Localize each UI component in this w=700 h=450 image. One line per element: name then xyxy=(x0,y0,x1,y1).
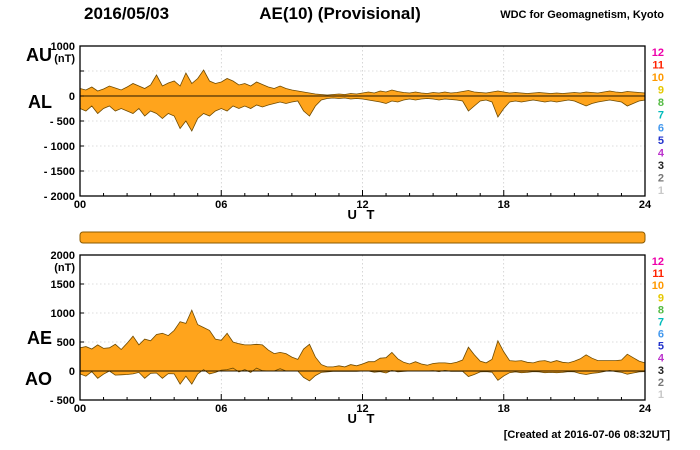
y-tick-label: - 1000 xyxy=(44,141,75,153)
x-tick-label: 00 xyxy=(74,199,86,211)
y-tick-label: 1500 xyxy=(51,279,75,291)
station-count-legend-10: 10 xyxy=(652,280,664,292)
y-tick-label: 0 xyxy=(69,366,75,378)
created-timestamp: [Created at 2016-07-06 08:32UT] xyxy=(503,429,670,441)
station-count-legend-12: 12 xyxy=(652,256,664,268)
station-count-legend-8: 8 xyxy=(658,97,664,109)
station-count-legend-5: 5 xyxy=(658,341,664,353)
al-axis-label: AL xyxy=(28,92,52,112)
x-axis-label-bottom: U T xyxy=(347,411,378,426)
x-tick-label: 00 xyxy=(74,403,86,415)
station-count-legend-12: 12 xyxy=(652,47,664,59)
y-tick-label: - 500 xyxy=(50,116,75,128)
axis-unit-label: (nT) xyxy=(54,53,75,65)
x-axis-label-top: U T xyxy=(347,207,378,222)
x-tick-label: 18 xyxy=(498,199,510,211)
station-count-legend-3: 3 xyxy=(658,365,664,377)
station-count-legend-3: 3 xyxy=(658,160,664,172)
y-tick-label: 2000 xyxy=(51,250,75,262)
station-count-legend-4: 4 xyxy=(658,353,665,365)
y-tick-label: - 500 xyxy=(50,395,75,407)
date-label: 2016/05/03 xyxy=(84,4,170,23)
y-tick-label: 1000 xyxy=(51,308,75,320)
station-count-legend-1: 1 xyxy=(658,389,664,401)
station-count-legend-11: 11 xyxy=(652,60,664,72)
source-label: WDC for Geomagnetism, Kyoto xyxy=(500,9,664,21)
x-tick-label: 18 xyxy=(498,403,510,415)
x-tick-label: 24 xyxy=(639,199,652,211)
y-tick-label: 500 xyxy=(57,337,75,349)
station-count-legend-2: 2 xyxy=(658,377,664,389)
au-axis-label: AU xyxy=(26,45,52,65)
station-count-legend-9: 9 xyxy=(658,85,664,97)
trace-au xyxy=(79,69,646,97)
station-count-legend-7: 7 xyxy=(658,110,664,122)
axis-unit-label: (nT) xyxy=(54,262,75,274)
station-count-legend-6: 6 xyxy=(658,122,664,134)
station-count-legend-6: 6 xyxy=(658,329,664,341)
y-tick-label: 1000 xyxy=(51,41,75,53)
station-count-legend-7: 7 xyxy=(658,316,664,328)
ae-axis-label: AE xyxy=(26,328,52,348)
station-count-legend-8: 8 xyxy=(658,304,664,316)
x-tick-label: 06 xyxy=(215,403,227,415)
y-tick-label: 0 xyxy=(69,91,75,103)
x-tick-label: 24 xyxy=(639,403,652,415)
station-count-legend-4: 4 xyxy=(658,147,665,159)
station-count-legend-9: 9 xyxy=(658,292,664,304)
trace-al xyxy=(79,95,646,132)
station-count-legend-1: 1 xyxy=(658,185,664,197)
page-title: AE(10) (Provisional) xyxy=(259,4,421,23)
x-tick-label: 12 xyxy=(356,403,368,415)
x-tick-label: 12 xyxy=(356,199,368,211)
station-count-strip xyxy=(79,231,646,244)
y-tick-label: - 1500 xyxy=(44,166,75,178)
station-count-legend-2: 2 xyxy=(658,172,664,184)
station-count-legend-11: 11 xyxy=(652,268,664,280)
station-count-legend-10: 10 xyxy=(652,72,664,84)
ao-axis-label: AO xyxy=(25,369,52,389)
trace-ae xyxy=(79,309,646,372)
x-tick-label: 06 xyxy=(215,199,227,211)
station-count-legend-5: 5 xyxy=(658,135,664,147)
y-tick-label: - 2000 xyxy=(44,191,75,203)
